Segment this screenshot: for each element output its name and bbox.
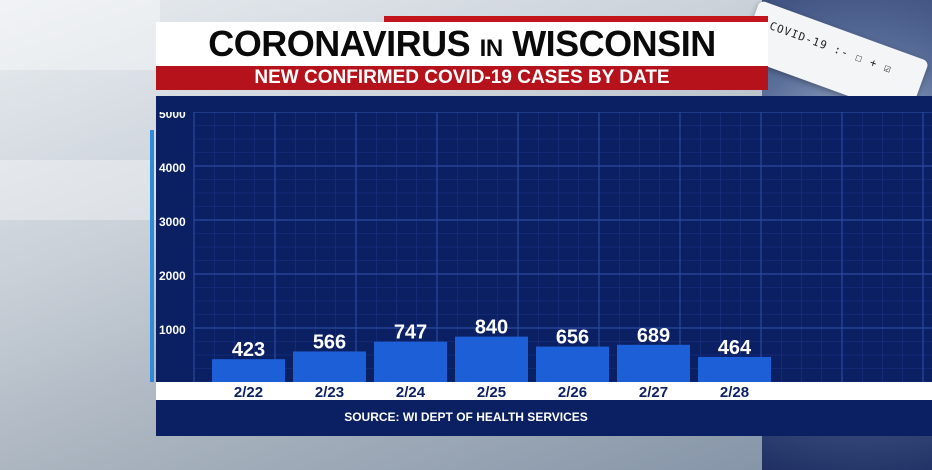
source-note: SOURCE: WI DEPT OF HEALTH SERVICES: [344, 410, 588, 424]
chart-subtitle: NEW CONFIRMED COVID-19 CASES BY DATE: [254, 67, 670, 88]
bar: [455, 336, 528, 382]
title-box: CORONAVIRUS IN WISCONSIN: [156, 22, 768, 66]
bar: [293, 351, 366, 382]
x-axis-labels: 2/22 2/23 2/24 2/25 2/26 2/27 2/28: [234, 384, 749, 400]
y-tick-label: 5000: [159, 112, 186, 121]
title-accent-bar: [384, 16, 768, 22]
bar-value-label: 747: [394, 322, 427, 344]
x-tick-label: 2/27: [639, 384, 668, 400]
bar-value-label: 464: [718, 337, 752, 359]
title-word-in: IN: [479, 35, 504, 62]
x-axis-band: [156, 382, 932, 400]
bar: [374, 341, 447, 382]
background-band: [0, 0, 160, 70]
bar: [617, 344, 690, 382]
title-word-wisconsin: WISCONSIN: [512, 23, 716, 64]
bar: [698, 356, 771, 382]
x-tick-label: 2/22: [234, 384, 263, 400]
x-tick-label: 2/26: [558, 384, 587, 400]
bar-value-label: 423: [232, 339, 265, 361]
x-tick-label: 2/28: [720, 384, 749, 400]
bar-chart: 1000 2000 3000 4000 5000 423 566 747 840 656 689 46…: [159, 112, 932, 382]
x-tick-label: 2/25: [477, 384, 506, 400]
bar-value-label: 840: [475, 317, 508, 339]
x-tick-label: 2/24: [396, 384, 426, 400]
background-band: [0, 160, 160, 220]
y-tick-label: 3000: [159, 215, 186, 229]
y-tick-label: 1000: [159, 323, 186, 337]
bar: [212, 359, 285, 382]
y-tick-label: 2000: [159, 269, 186, 283]
bar-value-label: 689: [637, 325, 670, 347]
bar-value-label: 566: [313, 331, 346, 353]
bar: [536, 346, 609, 382]
title-word-coronavirus: CORONAVIRUS: [208, 23, 471, 64]
y-tick-label: 4000: [159, 161, 186, 175]
page-title: CORONAVIRUS IN WISCONSIN: [156, 22, 768, 66]
subtitle-box: NEW CONFIRMED COVID-19 CASES BY DATE: [156, 66, 768, 90]
bar-value-label: 656: [556, 327, 589, 349]
axis-accent-line: [150, 130, 154, 382]
x-tick-label: 2/23: [315, 384, 344, 400]
